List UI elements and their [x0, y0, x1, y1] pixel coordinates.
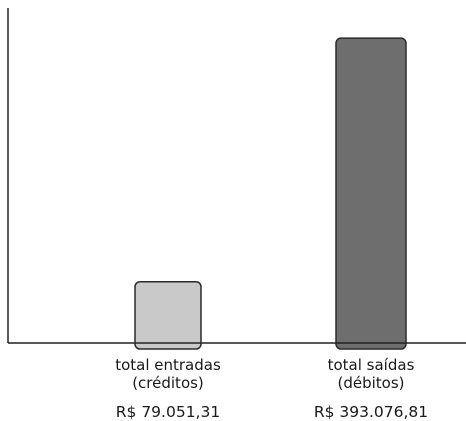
category-label-entradas-line1: total entradas	[115, 356, 221, 374]
value-label-saidas: R$ 393.076,81	[314, 403, 428, 421]
bar-entradas	[134, 280, 202, 350]
category-label-entradas-line2: (créditos)	[132, 374, 204, 392]
category-label-saidas-line2: (débitos)	[337, 374, 404, 392]
bars-group	[134, 37, 407, 350]
category-label-saidas-line1: total saídas	[328, 356, 415, 374]
value-label-entradas: R$ 79.051,31	[116, 403, 220, 421]
bar-saidas	[335, 37, 407, 350]
